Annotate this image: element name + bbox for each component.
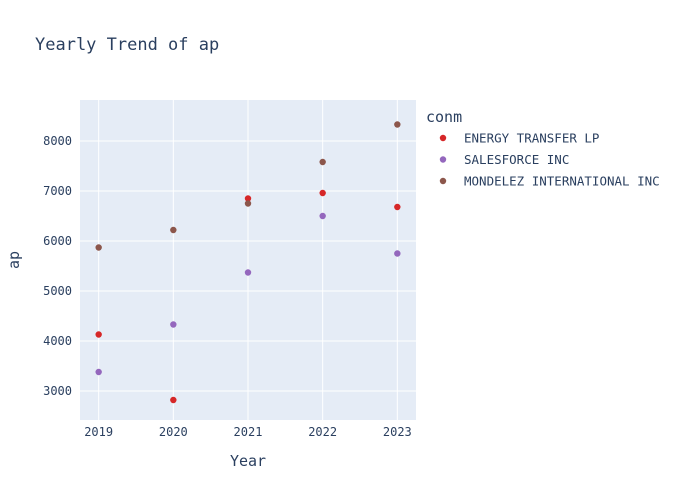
y-tick-label: 8000 [43, 134, 72, 148]
x-axis-title: Year [230, 452, 266, 470]
legend-item[interactable]: SALESFORCE INC [439, 152, 570, 167]
y-tick-label: 6000 [43, 234, 72, 248]
grid-lines [80, 100, 416, 420]
data-point[interactable] [394, 121, 401, 128]
data-point[interactable] [244, 195, 252, 202]
data-point[interactable] [95, 244, 102, 251]
data-point[interactable] [244, 269, 252, 276]
x-tick-label: 2022 [308, 425, 337, 439]
y-tick-label: 7000 [43, 184, 72, 198]
x-tick-label: 2023 [383, 425, 412, 439]
data-point[interactable] [170, 226, 177, 234]
legend-label: MONDELEZ INTERNATIONAL INC [464, 174, 660, 189]
data-point[interactable] [394, 250, 401, 257]
data-points [95, 121, 401, 404]
y-axis-ticks: 3000 4000 5000 6000 7000 8000 [43, 134, 72, 398]
data-point[interactable] [319, 212, 326, 220]
legend-marker [439, 134, 447, 142]
y-axis-title: ap [5, 251, 23, 269]
legend-item[interactable]: MONDELEZ INTERNATIONAL INC [439, 174, 660, 189]
legend-item[interactable]: ENERGY TRANSFER LP [439, 131, 600, 146]
legend[interactable]: conm ENERGY TRANSFER LP SALESFORCE INC MON… [426, 108, 660, 189]
legend-marker [439, 177, 447, 185]
y-tick-label: 3000 [43, 384, 72, 398]
data-point[interactable] [170, 321, 177, 328]
data-point[interactable] [394, 203, 401, 211]
data-point[interactable] [319, 158, 326, 166]
x-tick-label: 2021 [234, 425, 263, 439]
x-tick-label: 2019 [84, 425, 113, 439]
y-tick-label: 5000 [43, 284, 72, 298]
data-point[interactable] [244, 200, 252, 207]
data-point[interactable] [170, 396, 177, 404]
x-axis-ticks: 2019 2020 2021 2022 2023 [84, 425, 412, 439]
chart-title: Yearly Trend of ap [35, 35, 219, 55]
legend-marker [439, 156, 447, 163]
data-point[interactable] [95, 368, 102, 376]
legend-title: conm [426, 108, 462, 126]
data-point[interactable] [319, 189, 326, 197]
data-point[interactable] [95, 331, 102, 338]
x-tick-label: 2020 [159, 425, 188, 439]
legend-label: ENERGY TRANSFER LP [464, 131, 599, 146]
legend-label: SALESFORCE INC [464, 152, 569, 167]
y-tick-label: 4000 [43, 334, 72, 348]
